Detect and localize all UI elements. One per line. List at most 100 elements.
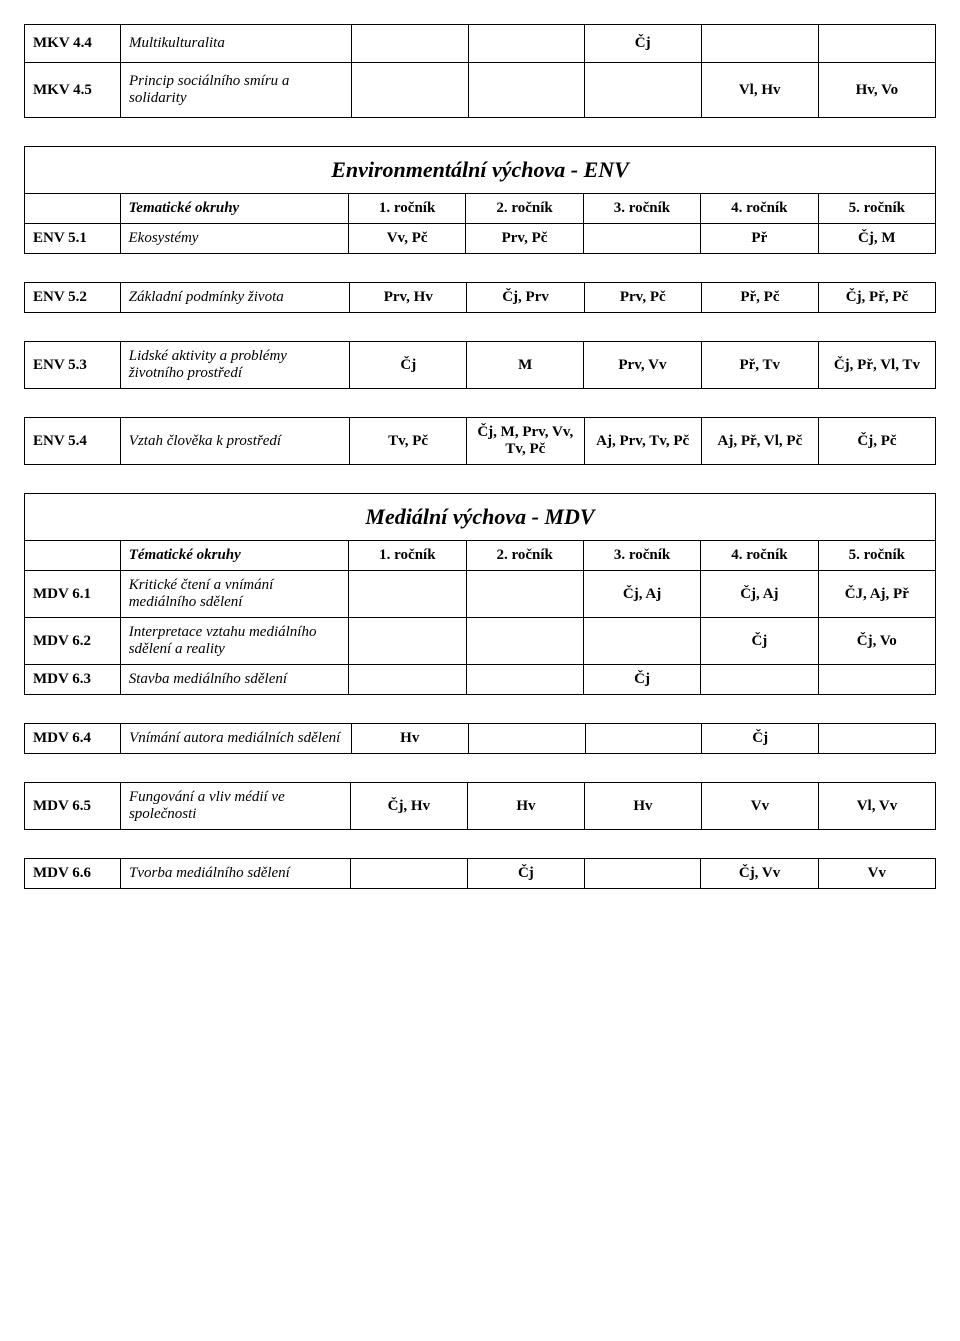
table-row: MDV 6.5 Fungování a vliv médií ve společ… (25, 783, 936, 830)
cell-c5: Čj, Vo (818, 618, 935, 665)
row-code: MDV 6.6 (25, 859, 121, 889)
env-table-2: ENV 5.2 Základní podmínky života Prv, Hv… (24, 282, 936, 313)
table-row: ENV 5.4 Vztah člověka k prostředí Tv, Pč… (25, 418, 936, 465)
row-label: Lidské aktivity a problémy životního pro… (120, 342, 350, 389)
cell-c1 (349, 571, 466, 618)
header-blank (25, 541, 121, 571)
env-header-row: Tematické okruhy 1. ročník 2. ročník 3. … (25, 194, 936, 224)
cell-c2: Čj (467, 859, 584, 889)
cell-c4: Př (701, 224, 818, 254)
row-label: Tvorba mediálního sdělení (121, 859, 351, 889)
cell-c2: Prv, Pč (466, 224, 583, 254)
cell-c5: ČJ, Aj, Př (818, 571, 935, 618)
row-label: Základní podmínky života (120, 283, 349, 313)
row-label: Multikulturalita (121, 25, 352, 63)
env-table-4: ENV 5.4 Vztah člověka k prostředí Tv, Pč… (24, 417, 936, 465)
cell-c5: Hv, Vo (818, 63, 935, 118)
mdv-table: Mediální výchova - MDV Tématické okruhy … (24, 493, 936, 695)
cell-c2 (468, 724, 585, 754)
row-label: Stavba mediálního sdělení (120, 665, 348, 695)
row-label: Vnímání autora mediálních sdělení (121, 724, 351, 754)
row-label: Kritické čtení a vnímání mediálního sděl… (120, 571, 348, 618)
cell-c4 (701, 665, 818, 695)
table-row: ENV 5.1 Ekosystémy Vv, Pč Prv, Pč Př Čj,… (25, 224, 936, 254)
cell-c5: Vl, Vv (818, 783, 935, 830)
header-okruhy: Tematické okruhy (120, 194, 348, 224)
cell-c3: Čj (584, 25, 701, 63)
cell-c1: Čj, Hv (350, 783, 467, 830)
row-label: Interpretace vztahu mediálního sdělení a… (120, 618, 348, 665)
cell-c2 (466, 665, 583, 695)
cell-c5: Čj, Př, Vl, Tv (818, 342, 935, 389)
mdv-table-3: MDV 6.5 Fungování a vliv médií ve společ… (24, 782, 936, 830)
mdv-table-2: MDV 6.4 Vnímání autora mediálních sdělen… (24, 723, 936, 754)
cell-c5 (819, 724, 936, 754)
header-c2: 2. ročník (466, 194, 583, 224)
header-c1: 1. ročník (349, 541, 466, 571)
cell-c2 (468, 25, 584, 63)
cell-c4: Čj (701, 618, 818, 665)
header-blank (25, 194, 121, 224)
mdv-table-4: MDV 6.6 Tvorba mediálního sdělení Čj Čj,… (24, 858, 936, 889)
table-row: ENV 5.3 Lidské aktivity a problémy život… (25, 342, 936, 389)
cell-c3: Aj, Prv, Tv, Pč (584, 418, 701, 465)
cell-c1 (349, 665, 466, 695)
table-row: MDV 6.2 Interpretace vztahu mediálního s… (25, 618, 936, 665)
cell-c4: Vv (701, 783, 818, 830)
env-title: Environmentální výchova - ENV (25, 147, 936, 194)
table-row: MDV 6.1 Kritické čtení a vnímání mediáln… (25, 571, 936, 618)
cell-c1: Vv, Pč (348, 224, 465, 254)
row-label: Fungování a vliv médií ve společnosti (120, 783, 350, 830)
header-c3: 3. ročník (583, 194, 700, 224)
cell-c2 (466, 618, 583, 665)
cell-c2 (468, 63, 584, 118)
cell-c1 (352, 25, 468, 63)
row-code: ENV 5.3 (25, 342, 121, 389)
cell-c1: Čj (350, 342, 467, 389)
cell-c3: Čj, Aj (583, 571, 700, 618)
mkv-partial-table: MKV 4.4 Multikulturalita Čj MKV 4.5 Prin… (24, 24, 936, 118)
header-c5: 5. ročník (818, 541, 935, 571)
header-c2: 2. ročník (466, 541, 583, 571)
row-code: MKV 4.5 (25, 63, 121, 118)
mdv-title-row: Mediální výchova - MDV (25, 494, 936, 541)
mdv-header-row: Tématické okruhy 1. ročník 2. ročník 3. … (25, 541, 936, 571)
row-code: MDV 6.5 (25, 783, 121, 830)
table-row: MKV 4.4 Multikulturalita Čj (25, 25, 936, 63)
cell-c4: Př, Tv (701, 342, 818, 389)
cell-c1: Prv, Hv (350, 283, 467, 313)
cell-c5: Čj, Př, Pč (818, 283, 935, 313)
cell-c1 (352, 63, 468, 118)
table-row: MDV 6.3 Stavba mediálního sdělení Čj (25, 665, 936, 695)
cell-c2: Čj, Prv (467, 283, 584, 313)
cell-c5 (818, 25, 935, 63)
cell-c5 (818, 665, 935, 695)
cell-c2: Hv (467, 783, 584, 830)
table-row: MKV 4.5 Princip sociálního smíru a solid… (25, 63, 936, 118)
cell-c5: Čj, Pč (818, 418, 935, 465)
cell-c3 (583, 224, 700, 254)
row-code: ENV 5.2 (25, 283, 121, 313)
row-label: Princip sociálního smíru a solidarity (121, 63, 352, 118)
cell-c4 (701, 25, 818, 63)
row-code: MDV 6.1 (25, 571, 121, 618)
cell-c4: Čj, Aj (701, 571, 818, 618)
cell-c3 (585, 724, 702, 754)
header-c1: 1. ročník (348, 194, 465, 224)
cell-c4: Čj (702, 724, 819, 754)
row-code: MDV 6.2 (25, 618, 121, 665)
row-code: MDV 6.3 (25, 665, 121, 695)
cell-c4: Vl, Hv (701, 63, 818, 118)
header-c5: 5. ročník (818, 194, 935, 224)
row-code: MDV 6.4 (25, 724, 121, 754)
row-code: ENV 5.4 (25, 418, 121, 465)
cell-c2 (466, 571, 583, 618)
cell-c3: Hv (584, 783, 701, 830)
table-row: MDV 6.6 Tvorba mediálního sdělení Čj Čj,… (25, 859, 936, 889)
header-okruhy: Tématické okruhy (120, 541, 348, 571)
header-c4: 4. ročník (701, 194, 818, 224)
row-code: ENV 5.1 (25, 224, 121, 254)
cell-c1: Tv, Pč (350, 418, 467, 465)
cell-c1 (349, 618, 466, 665)
env-title-row: Environmentální výchova - ENV (25, 147, 936, 194)
